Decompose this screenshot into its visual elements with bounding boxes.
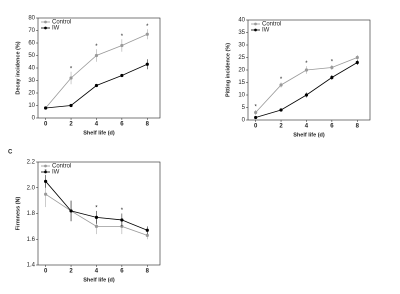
legend-label: Control bbox=[52, 20, 71, 26]
data-point bbox=[94, 83, 99, 88]
y-tick-label: 35 bbox=[238, 30, 245, 36]
x-tick-label: 6 bbox=[330, 124, 334, 130]
data-point bbox=[145, 32, 149, 36]
x-tick-label: 6 bbox=[120, 122, 124, 128]
y-tick-label: 0 bbox=[32, 116, 36, 122]
y-tick-label: 20 bbox=[28, 91, 35, 97]
y-tick-label: 50 bbox=[28, 53, 35, 59]
data-point bbox=[120, 43, 124, 48]
data-point bbox=[355, 60, 359, 65]
y-tick-label: 1.4 bbox=[27, 263, 36, 269]
y-tick-label: 2.0 bbox=[27, 185, 36, 191]
legend-label: IW bbox=[262, 28, 270, 34]
x-tick-label: 4 bbox=[95, 122, 99, 128]
x-tick-label: 2 bbox=[279, 124, 283, 130]
legend-marker bbox=[44, 26, 47, 30]
data-point bbox=[279, 83, 283, 87]
data-point bbox=[120, 218, 124, 222]
x-tick-label: 2 bbox=[69, 122, 73, 128]
x-tick-label: 0 bbox=[254, 124, 258, 130]
significance-marker: * bbox=[70, 66, 73, 72]
significance-marker: * bbox=[280, 77, 283, 83]
x-axis-label: Shelf life (d) bbox=[83, 277, 115, 283]
data-point bbox=[254, 110, 258, 115]
significance-marker: * bbox=[146, 24, 149, 30]
y-tick-label: 40 bbox=[238, 18, 245, 24]
x-tick-label: 4 bbox=[95, 269, 99, 275]
y-tick-label: 2.2 bbox=[27, 160, 36, 166]
significance-marker: * bbox=[121, 34, 124, 40]
data-point bbox=[330, 65, 334, 70]
data-point bbox=[94, 53, 99, 58]
y-tick-label: 20 bbox=[238, 68, 245, 74]
data-point bbox=[355, 55, 359, 60]
significance-marker: * bbox=[331, 60, 334, 66]
legend-label: Control bbox=[262, 22, 281, 28]
legend-marker bbox=[254, 28, 257, 32]
data-point bbox=[304, 68, 309, 72]
data-point bbox=[44, 179, 48, 183]
data-point bbox=[69, 76, 73, 80]
significance-marker: * bbox=[121, 208, 124, 214]
y-tick-label: 60 bbox=[28, 41, 35, 47]
x-tick-label: 8 bbox=[356, 124, 360, 130]
data-point bbox=[330, 75, 334, 80]
panel-label: C bbox=[8, 150, 13, 156]
data-point bbox=[120, 73, 124, 78]
significance-marker: * bbox=[254, 105, 257, 111]
data-point bbox=[145, 233, 149, 237]
significance-marker: * bbox=[44, 169, 47, 175]
y-tick-label: 30 bbox=[238, 43, 245, 49]
legend-marker bbox=[44, 164, 47, 168]
y-tick-label: 0 bbox=[242, 118, 246, 124]
plot-frame bbox=[37, 17, 161, 119]
legend-marker bbox=[44, 170, 47, 174]
significance-marker: * bbox=[95, 206, 98, 212]
y-tick-label: 30 bbox=[28, 78, 35, 84]
legend-label: Control bbox=[52, 164, 71, 170]
y-tick-label: 5 bbox=[242, 105, 246, 111]
y-axis-label: Firmness (N) bbox=[15, 197, 21, 231]
legend-label: IW bbox=[52, 170, 60, 176]
x-tick-label: 8 bbox=[146, 122, 150, 128]
x-tick-label: 4 bbox=[305, 124, 309, 130]
plot-frame bbox=[37, 161, 161, 266]
y-axis-label: Pitting incidence (%) bbox=[225, 43, 231, 97]
data-point bbox=[304, 93, 309, 97]
legend-marker bbox=[44, 20, 47, 24]
legend-label: IW bbox=[52, 26, 60, 32]
data-point bbox=[69, 209, 73, 213]
x-axis-label: Shelf life (d) bbox=[293, 132, 325, 138]
y-tick-label: 1.8 bbox=[27, 211, 36, 217]
y-tick-label: 1.6 bbox=[27, 237, 36, 243]
data-point bbox=[44, 192, 48, 196]
x-tick-label: 8 bbox=[146, 269, 150, 275]
x-tick-label: 2 bbox=[69, 269, 73, 275]
data-point bbox=[279, 108, 283, 112]
significance-marker: * bbox=[305, 61, 308, 67]
y-tick-label: 10 bbox=[28, 103, 35, 109]
significance-marker: * bbox=[95, 44, 98, 50]
y-tick-label: 15 bbox=[238, 80, 245, 86]
data-point bbox=[145, 62, 149, 66]
x-tick-label: 0 bbox=[44, 122, 48, 128]
x-tick-label: 0 bbox=[44, 269, 48, 275]
y-tick-label: 70 bbox=[28, 28, 35, 34]
data-point bbox=[44, 106, 48, 110]
x-axis-label: Shelf life (d) bbox=[83, 130, 115, 136]
y-tick-label: 10 bbox=[238, 93, 245, 99]
data-point bbox=[254, 115, 258, 120]
y-axis-label: Decay incidence (%) bbox=[15, 41, 21, 94]
legend-marker bbox=[254, 22, 257, 26]
data-point bbox=[94, 224, 99, 228]
y-tick-label: 25 bbox=[238, 55, 245, 61]
data-point bbox=[69, 103, 73, 108]
y-tick-label: 40 bbox=[28, 66, 35, 72]
x-tick-label: 6 bbox=[120, 269, 124, 275]
data-point bbox=[145, 228, 149, 232]
data-point bbox=[94, 215, 99, 219]
y-tick-label: 80 bbox=[28, 16, 35, 22]
